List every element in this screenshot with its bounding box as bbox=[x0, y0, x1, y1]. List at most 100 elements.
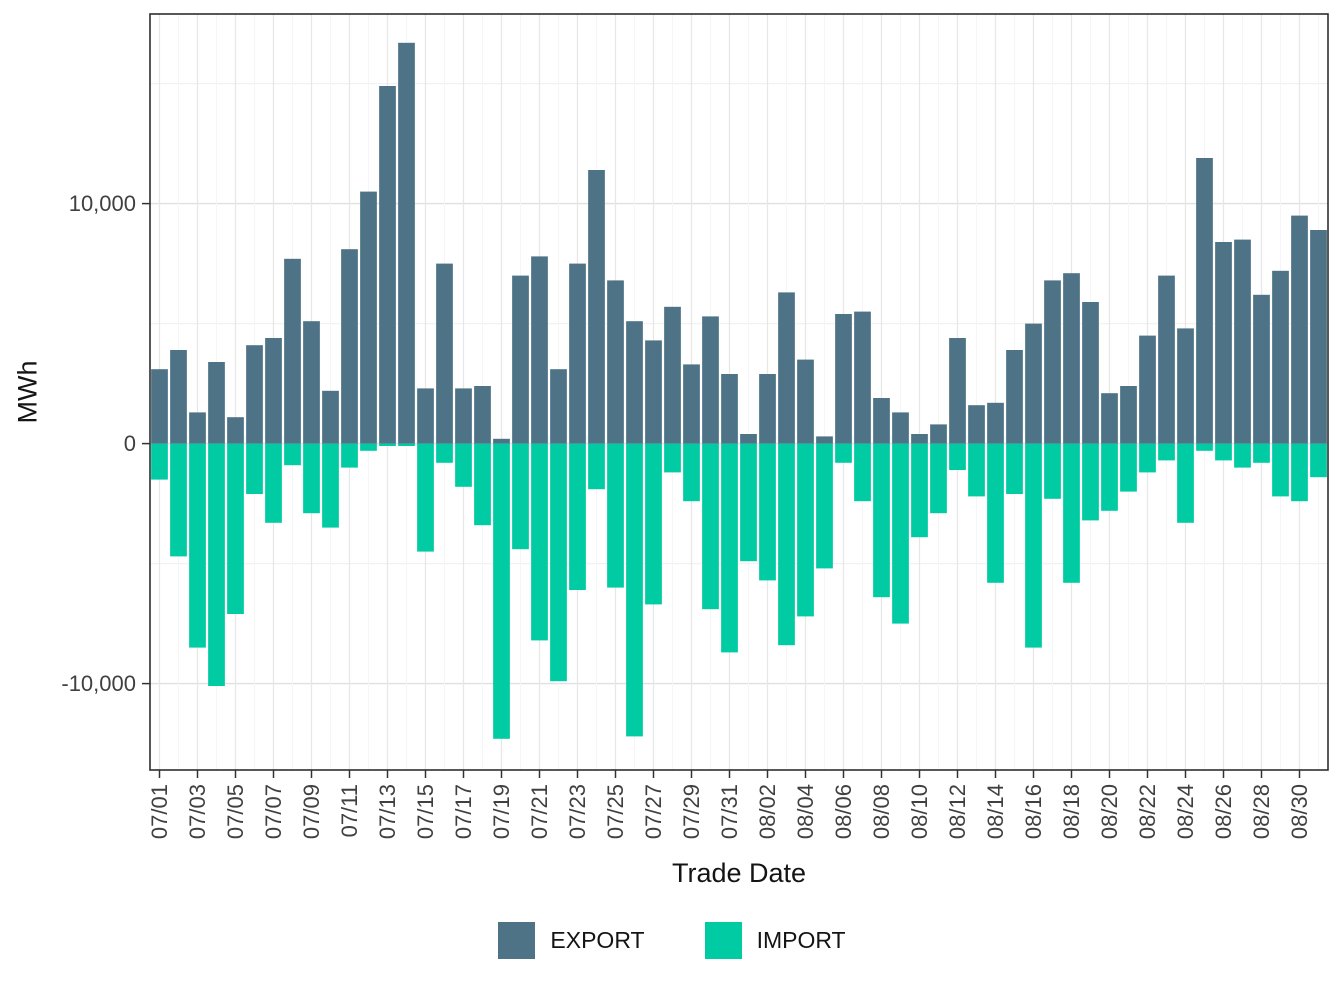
x-tick-label: 08/06 bbox=[831, 784, 856, 839]
export-bar bbox=[1215, 242, 1232, 444]
x-tick-label: 07/15 bbox=[413, 784, 438, 839]
y-tick-label: -10,000 bbox=[61, 671, 136, 696]
export-bar bbox=[778, 292, 795, 444]
x-tick-label: 08/02 bbox=[755, 784, 780, 839]
import-bar bbox=[246, 443, 263, 494]
export-bar bbox=[493, 438, 510, 444]
import-bar bbox=[854, 443, 871, 502]
import-bar bbox=[588, 443, 605, 490]
import-bar bbox=[208, 443, 225, 686]
export-bar bbox=[1044, 280, 1061, 444]
export-bar bbox=[265, 338, 282, 444]
import-bar bbox=[683, 443, 700, 502]
export-bar bbox=[1139, 335, 1156, 444]
import-bar bbox=[873, 443, 890, 598]
export-color-swatch bbox=[498, 922, 536, 959]
export-bar bbox=[227, 417, 244, 444]
x-tick-label: 08/14 bbox=[983, 784, 1008, 839]
x-tick-label: 08/24 bbox=[1173, 784, 1198, 839]
x-tick-label: 07/31 bbox=[717, 784, 742, 839]
export-bar bbox=[873, 398, 890, 444]
import-bar bbox=[626, 443, 643, 737]
x-tick-label: 07/29 bbox=[679, 784, 704, 839]
import-bar bbox=[360, 443, 377, 451]
export-bar bbox=[398, 42, 415, 444]
export-bar bbox=[892, 412, 909, 444]
export-bar bbox=[303, 321, 320, 444]
import-bar bbox=[227, 443, 244, 614]
legend-item-import: IMPORT bbox=[704, 922, 846, 959]
import-bar bbox=[1063, 443, 1080, 583]
x-tick-label: 07/09 bbox=[299, 784, 324, 839]
import-bar bbox=[379, 443, 396, 446]
export-bar bbox=[1253, 294, 1270, 444]
import-bar bbox=[1006, 443, 1023, 494]
import-bar bbox=[569, 443, 586, 590]
export-bar bbox=[1196, 158, 1213, 444]
import-bar bbox=[778, 443, 795, 646]
import-bar bbox=[702, 443, 719, 610]
import-bar bbox=[1120, 443, 1137, 492]
import-bar bbox=[1101, 443, 1118, 511]
export-bar bbox=[1177, 328, 1194, 444]
import-bar bbox=[398, 443, 415, 446]
x-tick-label: 08/04 bbox=[793, 784, 818, 839]
x-tick-label: 08/08 bbox=[869, 784, 894, 839]
y-tick-label: 10,000 bbox=[69, 191, 136, 216]
import-bar bbox=[474, 443, 491, 526]
x-tick-label: 08/20 bbox=[1097, 784, 1122, 839]
export-bar bbox=[721, 374, 738, 444]
import-bar bbox=[1196, 443, 1213, 451]
x-tick-label: 08/26 bbox=[1211, 784, 1236, 839]
import-bar bbox=[664, 443, 681, 473]
x-tick-label: 08/16 bbox=[1021, 784, 1046, 839]
import-bar bbox=[930, 443, 947, 514]
export-bar bbox=[1234, 239, 1251, 444]
import-bar bbox=[1253, 443, 1270, 463]
import-bar bbox=[740, 443, 757, 562]
export-bar bbox=[455, 388, 472, 444]
export-bar bbox=[151, 369, 168, 444]
import-bar bbox=[265, 443, 282, 523]
export-bar bbox=[968, 405, 985, 444]
export-bar bbox=[531, 256, 548, 444]
y-tick-label: 0 bbox=[124, 431, 136, 456]
x-tick-label: 07/07 bbox=[261, 784, 286, 839]
legend: EXPORT IMPORT bbox=[0, 922, 1344, 959]
import-bar bbox=[968, 443, 985, 497]
export-bar bbox=[1063, 273, 1080, 444]
import-bar bbox=[1139, 443, 1156, 473]
import-bar bbox=[189, 443, 206, 648]
x-tick-label: 07/25 bbox=[603, 784, 628, 839]
import-bar bbox=[1082, 443, 1099, 521]
x-tick-label: 07/03 bbox=[185, 784, 210, 839]
import-bar bbox=[341, 443, 358, 468]
import-bar bbox=[170, 443, 187, 557]
legend-label-export: EXPORT bbox=[550, 927, 645, 953]
import-bar bbox=[797, 443, 814, 617]
x-tick-label: 08/22 bbox=[1135, 784, 1160, 839]
export-bar bbox=[1006, 350, 1023, 444]
export-bar bbox=[1025, 323, 1042, 444]
x-tick-label: 08/28 bbox=[1249, 784, 1274, 839]
export-bar bbox=[189, 412, 206, 444]
x-tick-label: 07/13 bbox=[375, 784, 400, 839]
export-bar bbox=[854, 311, 871, 444]
import-bar bbox=[1272, 443, 1289, 497]
import-bar bbox=[1177, 443, 1194, 523]
export-bar bbox=[645, 340, 662, 444]
export-bar bbox=[170, 350, 187, 444]
x-axis-title: Trade Date bbox=[671, 858, 807, 888]
x-tick-label: 08/10 bbox=[907, 784, 932, 839]
export-bar bbox=[1120, 386, 1137, 444]
export-bar bbox=[1101, 393, 1118, 444]
export-bar bbox=[759, 374, 776, 444]
export-bar bbox=[550, 369, 567, 444]
y-axis-title: MWh bbox=[12, 360, 43, 424]
export-bar bbox=[436, 263, 453, 444]
export-bar bbox=[740, 434, 757, 444]
export-bar bbox=[208, 362, 225, 444]
x-tick-label: 07/11 bbox=[337, 784, 362, 837]
x-tick-label: 07/01 bbox=[147, 784, 172, 839]
